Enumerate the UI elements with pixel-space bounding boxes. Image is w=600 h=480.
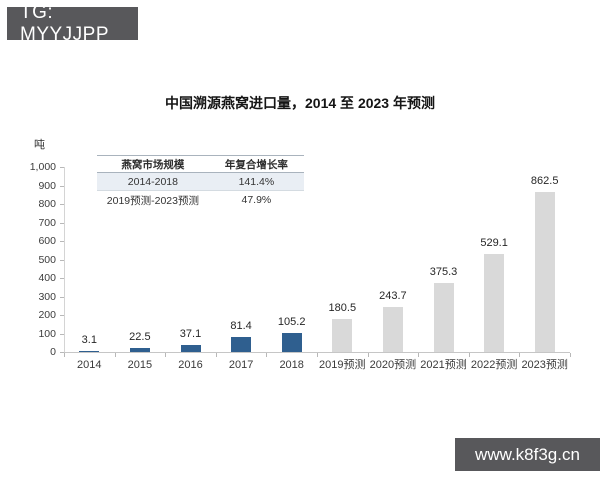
- x-category-label: 2016: [178, 359, 203, 371]
- inset-table-row-forecast: 2019预测-2023预测 47.9%: [97, 191, 304, 209]
- x-category-label: 2015: [127, 359, 153, 371]
- x-category-label: 2014: [77, 359, 102, 371]
- y-axis-tick: [60, 352, 64, 353]
- y-axis-tick-label: 800: [38, 198, 56, 210]
- x-axis-tick: [570, 353, 571, 357]
- chart-title: 中国溯源燕窝进口量，2014 至 2023 年预测: [165, 95, 435, 111]
- y-axis-tick: [60, 333, 64, 335]
- y-axis-tick-label: 100: [38, 327, 56, 340]
- bar-value-label: 529.1: [480, 237, 508, 250]
- y-axis-tick-label: 500: [38, 253, 56, 266]
- x-axis-tick: [165, 353, 167, 357]
- y-axis-tick-label: 300: [38, 290, 56, 303]
- bar-value-label: 862.5: [530, 175, 559, 188]
- inset-table: 燕窝市场规模 年复合增长率 2014-2018 141.4% 2019预测-20…: [97, 155, 304, 209]
- y-axis-tick-label: 700: [38, 216, 56, 229]
- x-axis-tick: [114, 353, 116, 357]
- x-axis-tick: [367, 353, 369, 357]
- tg-watermark-text: TG: MYYJJPP: [20, 1, 110, 45]
- x-axis-tick: [266, 353, 268, 357]
- bar-forecast: [534, 192, 555, 352]
- tg-watermark-badge: TG: MYYJJPP: [7, 2, 138, 45]
- bar-value-label: 243.7: [379, 289, 407, 302]
- inset-table-cell-period-actual: 2014-2018: [127, 175, 178, 188]
- y-axis-tick: [60, 222, 64, 224]
- x-axis-tick: [418, 353, 420, 357]
- x-category-label: 2021预测: [420, 359, 467, 371]
- bar-actual: [180, 345, 201, 352]
- site-watermark-badge: www.k8f3g.cn: [455, 438, 600, 471]
- bar-forecast: [382, 306, 403, 352]
- x-category-label: 2017: [228, 359, 254, 371]
- inset-table-cell-cagr-actual: 141.4%: [238, 175, 275, 188]
- bar-actual: [231, 336, 252, 352]
- x-category-label: 2019预测: [319, 359, 366, 371]
- y-axis-tick: [60, 296, 64, 298]
- bar-forecast: [433, 282, 454, 352]
- bar-actual: [129, 347, 150, 352]
- inset-table-row-actual: 2014-2018 141.4%: [97, 173, 304, 191]
- x-axis-tick: [317, 353, 318, 357]
- y-axis-tick-label: 600: [38, 235, 56, 247]
- y-axis-tick: [60, 167, 64, 168]
- x-axis-tick: [64, 353, 65, 357]
- y-axis-unit-label: 吨: [34, 139, 45, 151]
- x-category-label: 2020预测: [369, 359, 417, 371]
- bar-forecast: [484, 254, 505, 352]
- y-axis-line: [64, 167, 65, 352]
- bar-value-label: 3.1: [81, 334, 97, 347]
- inset-table-cell-period-forecast: 2019预测-2023预测: [106, 194, 199, 207]
- inset-table-cell-cagr-forecast: 47.9%: [241, 194, 272, 206]
- y-axis-tick-label: 0: [50, 346, 56, 358]
- y-axis-tick: [60, 241, 64, 242]
- x-category-label: 2023预测: [521, 359, 568, 371]
- y-axis-tick: [60, 185, 64, 187]
- y-axis-tick: [60, 278, 64, 279]
- bar-actual: [281, 332, 302, 352]
- x-axis-tick: [468, 353, 470, 357]
- x-axis-tick: [215, 353, 217, 357]
- inset-table-header-market-size: 燕窝市场规模: [121, 158, 185, 171]
- inset-table-header-cagr: 年复合增长率: [224, 158, 288, 171]
- bar-value-label: 375.3: [429, 265, 458, 278]
- y-axis-tick-label: 900: [38, 179, 56, 192]
- bar-value-label: 105.2: [277, 315, 306, 328]
- bar-forecast: [332, 318, 353, 352]
- y-axis-tick-label: 200: [38, 309, 56, 321]
- y-axis-tick: [60, 259, 64, 261]
- y-axis-tick-label: 400: [38, 272, 56, 284]
- inset-table-header-row: 燕窝市场规模 年复合增长率: [97, 156, 304, 173]
- bar-value-label: 37.1: [179, 328, 202, 341]
- y-axis-tick: [60, 204, 64, 205]
- x-axis-tick: [519, 353, 521, 357]
- site-watermark-text: www.k8f3g.cn: [475, 444, 580, 464]
- bar-value-label: 22.5: [129, 330, 151, 343]
- bar-value-label: 81.4: [230, 319, 252, 332]
- x-axis-line: [64, 352, 570, 353]
- x-category-label: 2022预测: [470, 359, 518, 371]
- bar-actual: [79, 351, 100, 352]
- y-axis-tick: [60, 315, 64, 316]
- y-axis-tick-label: 1,000: [29, 161, 56, 173]
- x-category-label: 2018: [279, 359, 304, 371]
- bar-value-label: 180.5: [328, 301, 357, 314]
